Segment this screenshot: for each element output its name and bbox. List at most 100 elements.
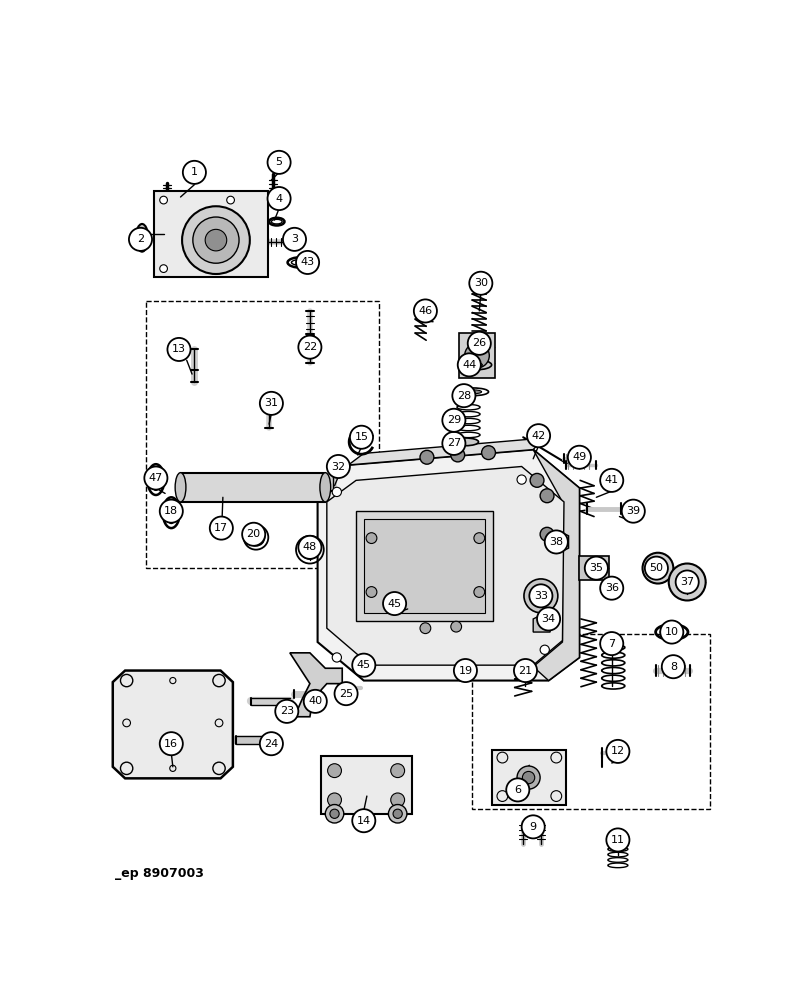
Polygon shape (326, 466, 564, 665)
Polygon shape (550, 531, 568, 553)
Circle shape (350, 426, 372, 449)
Circle shape (260, 392, 282, 415)
Circle shape (526, 424, 550, 447)
Circle shape (457, 353, 480, 376)
Circle shape (352, 654, 375, 677)
Circle shape (267, 151, 290, 174)
Circle shape (530, 473, 543, 487)
Circle shape (536, 607, 560, 631)
Circle shape (521, 771, 534, 784)
Circle shape (450, 621, 461, 632)
Circle shape (242, 523, 265, 546)
Text: 45: 45 (387, 599, 401, 609)
Circle shape (648, 559, 667, 577)
Text: 36: 36 (604, 583, 618, 593)
Circle shape (267, 187, 290, 210)
Bar (459, 333, 494, 378)
Circle shape (275, 700, 298, 723)
Ellipse shape (320, 473, 330, 502)
Text: 1: 1 (191, 167, 198, 177)
Circle shape (539, 645, 549, 654)
Circle shape (599, 632, 623, 655)
Circle shape (442, 409, 465, 432)
Text: 9: 9 (529, 822, 536, 832)
Text: 29: 29 (446, 415, 461, 425)
Bar (491, 750, 564, 805)
Text: 21: 21 (517, 666, 532, 676)
Text: 47: 47 (148, 473, 163, 483)
Polygon shape (290, 653, 341, 717)
Text: 12: 12 (610, 746, 624, 756)
Text: 44: 44 (461, 360, 476, 370)
Text: 26: 26 (472, 338, 486, 348)
Text: 38: 38 (548, 537, 563, 547)
Text: 5: 5 (275, 157, 282, 167)
Circle shape (160, 265, 167, 272)
Text: 16: 16 (164, 739, 178, 749)
Ellipse shape (139, 229, 145, 247)
Circle shape (584, 557, 607, 580)
Text: 42: 42 (531, 431, 545, 441)
Circle shape (521, 815, 544, 838)
Circle shape (464, 343, 489, 368)
Circle shape (419, 450, 433, 464)
Circle shape (450, 448, 464, 462)
Circle shape (226, 196, 234, 204)
Circle shape (453, 659, 476, 682)
Text: 10: 10 (664, 627, 678, 637)
Text: 27: 27 (446, 438, 461, 448)
Bar (180, 473, 325, 502)
Circle shape (129, 228, 152, 251)
Circle shape (327, 793, 341, 807)
Circle shape (599, 577, 623, 600)
Polygon shape (348, 438, 543, 465)
Circle shape (513, 659, 536, 682)
Text: 35: 35 (589, 563, 603, 573)
Bar (363, 519, 485, 613)
Circle shape (366, 587, 376, 597)
Text: 11: 11 (610, 835, 624, 845)
Text: 18: 18 (164, 506, 178, 516)
Text: 28: 28 (457, 391, 470, 401)
Text: 49: 49 (572, 452, 586, 462)
Text: 32: 32 (331, 462, 345, 472)
Circle shape (182, 161, 206, 184)
Text: 39: 39 (625, 506, 640, 516)
Text: 17: 17 (214, 523, 228, 533)
Circle shape (442, 432, 465, 455)
Circle shape (332, 487, 341, 497)
Circle shape (383, 592, 406, 615)
Circle shape (160, 500, 182, 523)
Ellipse shape (452, 438, 478, 446)
Ellipse shape (459, 360, 491, 370)
Circle shape (390, 764, 404, 778)
Circle shape (452, 384, 475, 407)
Circle shape (160, 732, 182, 755)
Circle shape (539, 489, 553, 503)
Circle shape (517, 766, 539, 789)
Circle shape (621, 500, 644, 523)
Text: 3: 3 (290, 234, 298, 244)
Circle shape (599, 469, 623, 492)
Circle shape (675, 570, 698, 594)
Circle shape (303, 690, 327, 713)
Circle shape (529, 584, 551, 607)
Circle shape (517, 475, 526, 484)
Polygon shape (317, 450, 579, 681)
Circle shape (668, 564, 705, 600)
Circle shape (567, 446, 590, 469)
Text: 6: 6 (513, 785, 521, 795)
Text: 24: 24 (264, 739, 278, 749)
Text: 20: 20 (247, 529, 260, 539)
Ellipse shape (606, 589, 613, 593)
Text: 33: 33 (534, 591, 547, 601)
Text: 14: 14 (356, 816, 371, 826)
Text: 31: 31 (264, 398, 278, 408)
Text: 41: 41 (604, 475, 618, 485)
Circle shape (469, 272, 491, 295)
Text: 34: 34 (541, 614, 555, 624)
Text: 37: 37 (680, 577, 693, 587)
Text: 50: 50 (649, 563, 663, 573)
Circle shape (606, 828, 629, 852)
Circle shape (352, 809, 375, 832)
